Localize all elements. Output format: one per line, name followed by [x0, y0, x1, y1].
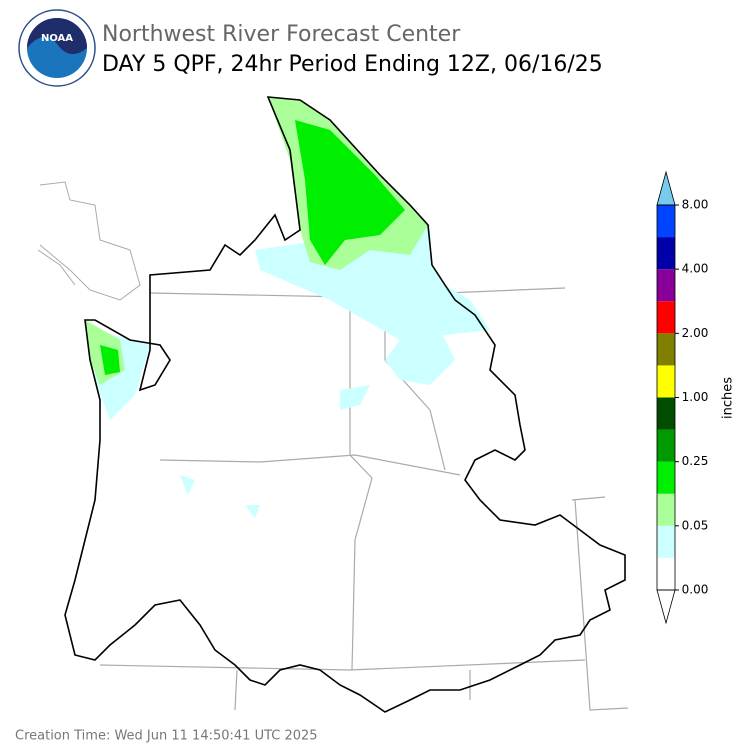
colorbar-tick-label: 1.00: [682, 390, 709, 404]
colorbar-tick-label: 0.00: [682, 583, 709, 597]
colorbar-segment: [657, 429, 675, 462]
creation-time: Creation Time: Wed Jun 11 14:50:41 UTC 2…: [15, 729, 318, 744]
colorbar-tick-label: 0.05: [682, 518, 709, 532]
colorbar-segment: [657, 557, 675, 590]
logo: NOAA: [18, 9, 96, 87]
colorbar-segment: [657, 333, 675, 366]
colorbar-segment: [657, 205, 675, 238]
colorbar-segment: [657, 493, 675, 526]
colorbar-tick-label: 8.00: [682, 198, 709, 212]
agency: Northwest River Forecast Center: [102, 22, 461, 47]
colorbar-segment: [657, 397, 675, 430]
colorbar-tick-label: 4.00: [682, 262, 709, 276]
colorbar-segment: [657, 237, 675, 270]
colorbar-under: [656, 589, 676, 625]
colorbar-over: [656, 170, 676, 206]
colorbar-label: inches: [721, 377, 736, 419]
colorbar-segment: [657, 461, 675, 494]
logo-text: NOAA: [41, 33, 73, 44]
colorbar: 0.00 0.05 0.25 1.00 2.00 4.00 8.00: [656, 170, 709, 625]
colorbar-segment: [657, 269, 675, 302]
title: DAY 5 QPF, 24hr Period Ending 12Z, 06/16…: [102, 52, 603, 77]
map: [37, 96, 629, 713]
colorbar-segment: [657, 525, 675, 558]
colorbar-segment: [657, 365, 675, 398]
colorbar-segment: [657, 301, 675, 334]
colorbar-tick-label: 0.25: [682, 454, 709, 468]
colorbar-tick-label: 2.00: [682, 326, 709, 340]
